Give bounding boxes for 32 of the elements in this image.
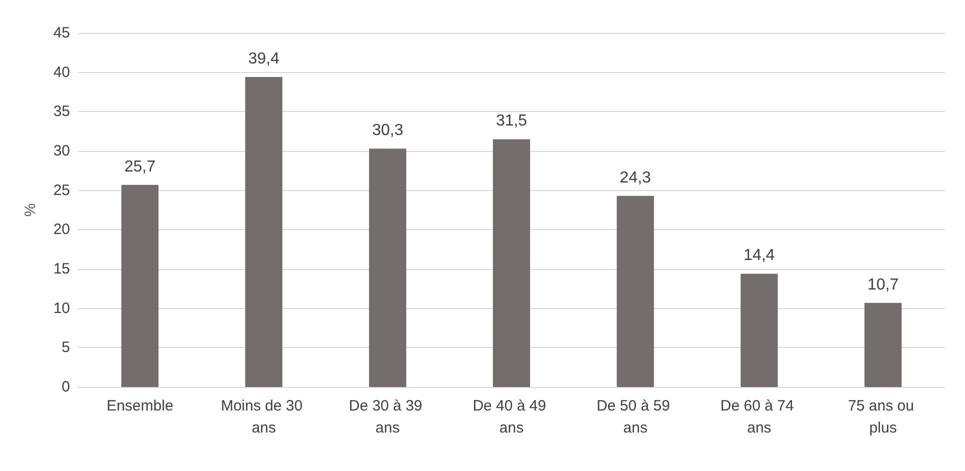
y-tick-label: 5 <box>62 339 70 356</box>
y-tick-label: 35 <box>53 103 70 120</box>
x-tick-label: De 50 à 59 ans <box>596 398 674 436</box>
y-tick-label: 45 <box>53 24 70 42</box>
data-label: 31,5 <box>496 112 528 130</box>
data-label: 25,7 <box>124 158 156 176</box>
y-tick-label: 10 <box>53 300 70 317</box>
y-tick-label: 30 <box>53 142 70 160</box>
y-tick-label: 0 <box>62 378 70 396</box>
x-tick-label: 75 ans ou plus <box>848 398 918 436</box>
data-label: 10,7 <box>868 276 899 294</box>
y-tick-label: 25 <box>53 182 70 199</box>
bar <box>369 148 406 387</box>
bar <box>864 302 902 387</box>
y-axis-title: % <box>22 203 39 217</box>
y-tick-label: 20 <box>53 221 70 238</box>
y-tick-label: 40 <box>53 64 70 81</box>
x-tick-label: De 30 à 39 ans <box>348 398 426 436</box>
x-tick-label: De 40 à 49 ans <box>472 398 550 436</box>
bar <box>740 274 778 387</box>
y-tick-label: 15 <box>53 260 70 278</box>
data-label: 39,4 <box>248 50 280 68</box>
x-tick-label: De 60 à 74 ans <box>720 398 798 436</box>
x-tick-label: Ensemble <box>106 398 174 414</box>
x-tick-label: Moins de 30 ans <box>220 398 307 436</box>
data-label: 24,3 <box>620 169 652 186</box>
bar <box>245 77 282 387</box>
data-label: 14,4 <box>744 247 775 264</box>
bar <box>492 139 530 387</box>
data-label: 30,3 <box>372 122 404 140</box>
bar <box>616 196 654 387</box>
bar <box>121 184 159 387</box>
